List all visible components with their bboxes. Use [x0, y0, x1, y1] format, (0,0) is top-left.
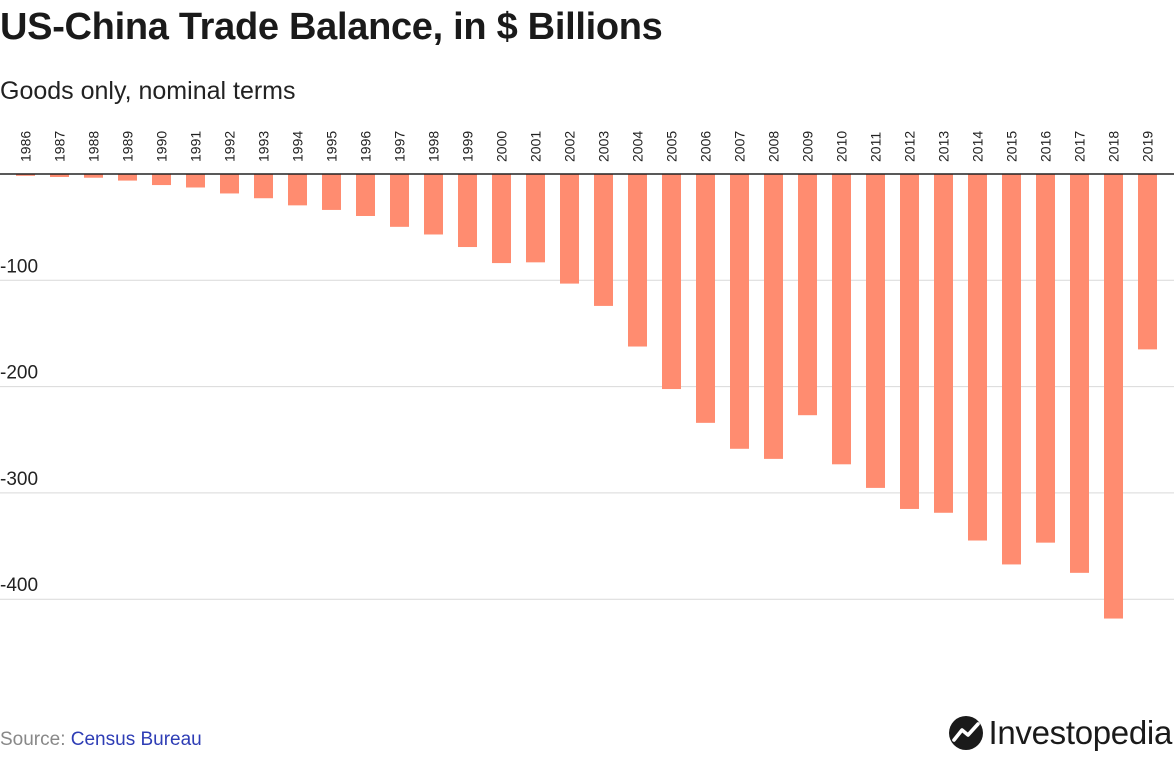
brand-logo: Investopedia	[948, 714, 1172, 752]
x-tick-label: 2015	[1004, 131, 1020, 162]
bar	[696, 174, 715, 423]
x-tick-label: 2016	[1038, 131, 1054, 162]
bar	[764, 174, 783, 459]
bar	[254, 174, 273, 199]
bar	[50, 174, 69, 177]
bar	[832, 174, 851, 465]
x-tick-label: 1987	[52, 131, 68, 162]
x-tick-label: 2006	[698, 131, 714, 162]
x-tick-label: 2019	[1140, 131, 1156, 162]
x-tick-label: 2005	[664, 131, 680, 162]
x-tick-label: 1999	[460, 131, 476, 162]
x-tick-label: 1991	[188, 131, 204, 162]
chart-title: US-China Trade Balance, in $ Billions	[0, 6, 663, 48]
chart-subtitle: Goods only, nominal terms	[0, 77, 296, 105]
investopedia-logo-icon	[949, 716, 984, 750]
x-tick-label: 2003	[596, 131, 612, 162]
bar	[1104, 174, 1123, 619]
bar	[424, 174, 443, 235]
y-tick-label: -400	[0, 575, 38, 596]
x-tick-label: 2008	[766, 131, 782, 162]
x-tick-label: 2011	[868, 132, 884, 162]
x-tick-label: 1993	[256, 131, 272, 162]
bar	[16, 174, 35, 176]
bar	[288, 174, 307, 206]
y-tick-label: -300	[0, 469, 38, 490]
bar	[152, 174, 171, 186]
bar	[322, 174, 341, 210]
x-tick-label: 2009	[800, 131, 816, 162]
bar	[458, 174, 477, 248]
bar	[594, 174, 613, 306]
x-tick-label: 2002	[562, 131, 578, 162]
x-tick-label: 1988	[86, 131, 102, 162]
x-tick-label: 1996	[358, 131, 374, 162]
bar	[118, 174, 137, 181]
bar	[1002, 174, 1021, 565]
bar	[526, 174, 545, 263]
x-tick-label: 1986	[18, 131, 34, 162]
bar	[186, 174, 205, 188]
source-link[interactable]: Census Bureau	[70, 729, 202, 750]
bar	[1138, 174, 1157, 350]
bar-chart: -100 -200 -300 -400 1986 1987 1988 1989 1990 1991…	[0, 131, 1174, 619]
x-tick-label: 1990	[154, 131, 170, 162]
x-tick-label: 1995	[324, 131, 340, 162]
bar	[356, 174, 375, 216]
x-tick-label: 2018	[1106, 131, 1122, 162]
x-tick-label: 2014	[970, 131, 986, 162]
y-tick-label: -100	[0, 256, 38, 277]
x-tick-label: 1989	[120, 131, 136, 162]
bar	[84, 174, 103, 178]
source-label: Source:	[0, 729, 71, 750]
x-tick-label: 2004	[630, 131, 646, 162]
x-tick-label: 2012	[902, 131, 918, 162]
x-tick-label: 1998	[426, 131, 442, 162]
x-tick-label: 1992	[222, 131, 238, 162]
x-tick-label: 2007	[732, 131, 748, 162]
source-note: Source: Census Bureau	[0, 729, 202, 751]
bar	[968, 174, 987, 541]
bar	[390, 174, 409, 227]
bar	[492, 174, 511, 264]
x-tick-label: 1994	[290, 131, 306, 162]
x-tick-label: 1997	[392, 131, 408, 162]
bar	[628, 174, 647, 347]
x-tick-label: 2001	[528, 131, 544, 162]
y-tick-label: -200	[0, 363, 38, 384]
bar	[662, 174, 681, 390]
x-tick-label: 2010	[834, 131, 850, 162]
brand-name: Investopedia	[988, 714, 1172, 751]
bar	[1070, 174, 1089, 573]
x-tick-label: 2013	[936, 131, 952, 162]
bar	[798, 174, 817, 416]
bar	[900, 174, 919, 509]
bar	[730, 174, 749, 449]
x-tick-label: 2017	[1072, 131, 1088, 162]
bar	[220, 174, 239, 194]
bar	[560, 174, 579, 284]
bar	[1036, 174, 1055, 543]
bar	[866, 174, 885, 488]
x-tick-label: 2000	[494, 131, 510, 162]
bar	[934, 174, 953, 513]
